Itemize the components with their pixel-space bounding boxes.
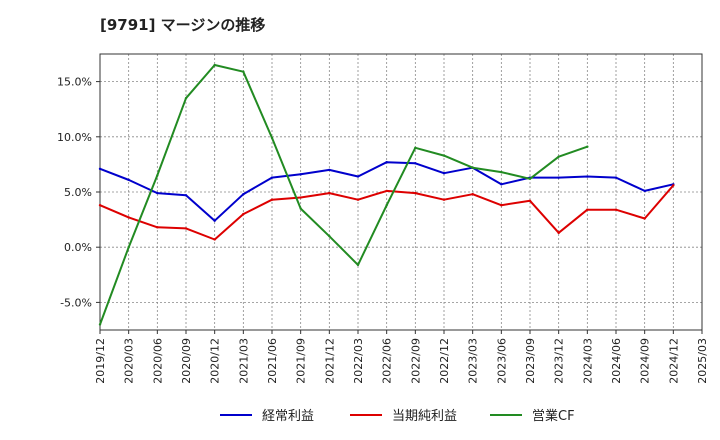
data-point — [356, 175, 360, 178]
y-axis-ticks: -5.0% 0.0% 5.0% 10.0% 15.0% — [57, 76, 100, 309]
data-point — [643, 189, 646, 193]
x-tick-label: 2021/12 — [323, 338, 336, 384]
data-point — [184, 227, 188, 230]
legend-label: 経常利益 — [262, 409, 314, 424]
data-point — [557, 155, 560, 158]
data-point — [471, 166, 474, 169]
data-point — [184, 194, 188, 197]
data-point — [328, 168, 331, 172]
data-point — [414, 162, 417, 165]
data-point — [98, 323, 102, 326]
data-point — [643, 217, 646, 220]
data-point — [442, 198, 446, 201]
data-point — [156, 226, 159, 229]
data-point — [586, 208, 589, 211]
x-tick-label: 2025/03 — [696, 338, 709, 384]
series-lines — [98, 63, 675, 326]
data-point — [328, 234, 331, 238]
x-tick-label: 2022/12 — [438, 338, 451, 384]
y-tick-label: -5.0% — [60, 296, 92, 309]
data-point — [299, 173, 302, 176]
x-tick-label: 2024/09 — [639, 338, 652, 384]
legend-label: 当期純利益 — [392, 409, 457, 424]
data-point — [356, 198, 360, 201]
data-point — [242, 70, 245, 73]
data-point — [586, 145, 589, 148]
data-point — [500, 204, 503, 207]
data-point — [156, 191, 159, 195]
data-point — [414, 146, 417, 150]
data-point — [299, 207, 302, 210]
x-tick-label: 2020/12 — [209, 338, 222, 384]
data-point — [156, 174, 159, 177]
data-point — [328, 191, 331, 195]
y-tick-label: 10.0% — [57, 131, 92, 144]
x-tick-label: 2021/03 — [237, 338, 250, 384]
data-point — [528, 199, 532, 203]
x-tick-label: 2022/06 — [381, 338, 394, 384]
x-tick-label: 2023/03 — [467, 338, 480, 384]
legend-label: 営業CF — [532, 408, 575, 424]
x-tick-label: 2023/06 — [495, 338, 508, 384]
data-point — [356, 263, 360, 267]
x-tick-label: 2023/09 — [524, 338, 537, 384]
data-point — [270, 136, 274, 140]
x-tick-label: 2021/06 — [266, 338, 279, 384]
data-point — [385, 189, 388, 193]
x-tick-label: 2020/09 — [180, 338, 193, 384]
data-point — [442, 154, 446, 157]
data-point — [213, 219, 216, 222]
y-tick-label: 15.0% — [57, 76, 92, 89]
data-point — [127, 246, 130, 249]
y-tick-label: 5.0% — [64, 186, 92, 199]
x-tick-label: 2022/03 — [352, 338, 365, 384]
data-point — [213, 63, 216, 67]
data-point — [127, 178, 130, 182]
data-point — [614, 176, 618, 179]
data-point — [500, 170, 503, 174]
data-point — [557, 231, 560, 235]
data-point — [127, 216, 130, 219]
data-point — [242, 212, 245, 216]
data-point — [414, 191, 417, 195]
data-point — [270, 176, 274, 179]
x-tick-label: 2024/03 — [581, 338, 594, 384]
data-point — [98, 167, 102, 171]
x-tick-label: 2019/12 — [94, 338, 107, 384]
data-point — [557, 176, 560, 179]
data-point — [385, 204, 388, 207]
x-tick-label: 2020/03 — [123, 338, 136, 384]
x-tick-label: 2024/12 — [667, 338, 680, 384]
legend: 経常利益 当期純利益 営業CF — [220, 408, 575, 424]
x-tick-label: 2021/09 — [295, 338, 308, 384]
data-point — [98, 204, 102, 207]
data-point — [614, 208, 618, 211]
data-point — [299, 196, 302, 199]
data-point — [672, 184, 675, 187]
data-point — [471, 193, 474, 196]
x-tick-label: 2023/12 — [553, 338, 566, 384]
data-point — [242, 193, 245, 196]
data-point — [500, 183, 503, 186]
data-point — [270, 198, 274, 201]
data-point — [385, 160, 388, 164]
chart-title: [9791] マージンの推移 — [100, 16, 266, 34]
x-tick-label: 2024/06 — [610, 338, 623, 384]
x-axis-ticks: 2019/12 2020/03 2020/06 2020/09 2020/12 2021/… — [94, 330, 709, 384]
x-tick-label: 2022/09 — [409, 338, 422, 384]
data-point — [184, 96, 188, 100]
y-tick-label: 0.0% — [64, 241, 92, 254]
data-point — [586, 175, 589, 178]
data-point — [442, 172, 446, 175]
data-point — [528, 177, 532, 180]
data-point — [213, 238, 216, 241]
x-tick-label: 2020/06 — [151, 338, 164, 384]
series-line-3 — [99, 64, 588, 325]
